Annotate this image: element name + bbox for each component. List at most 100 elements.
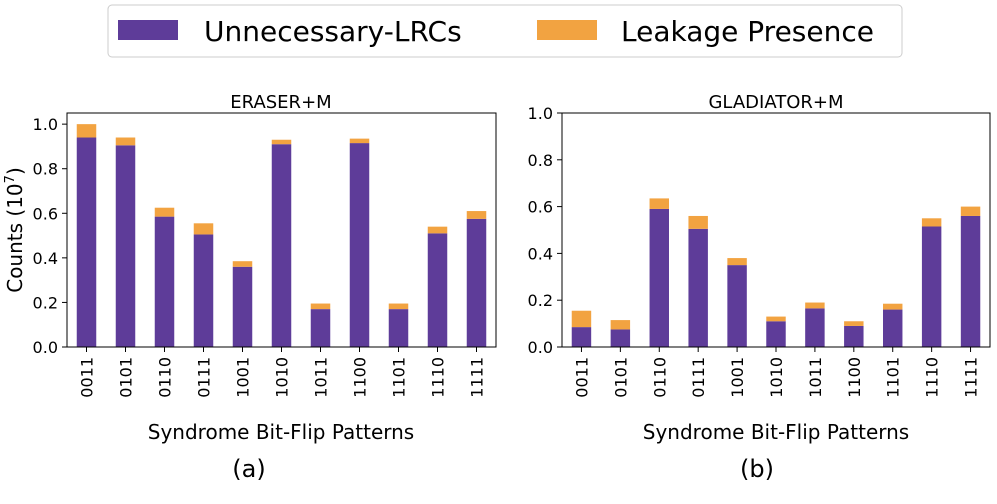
y-axis-label: Counts (107): [3, 167, 27, 293]
x-ticks-b: 0011 0101 0110 0111 1001 1010 1011 1100 1101 1110…: [572, 347, 981, 398]
bar-unnecessary-lrcs-1011: [310, 309, 331, 347]
bar-leakage-presence-1101: [388, 303, 409, 310]
bar-unnecessary-lrcs-1010: [271, 144, 292, 347]
y-tick-label: 0.4: [528, 244, 553, 263]
chart-title-b: GLADIATOR+M: [708, 92, 843, 113]
bar-leakage-presence-0111: [193, 223, 214, 235]
bar-leakage-presence-1010: [271, 139, 292, 145]
bar-leakage-presence-1111: [466, 211, 487, 219]
x-tick-label: 1101: [390, 357, 409, 398]
x-axis-label-a: Syndrome Bit-Flip Patterns: [148, 420, 414, 444]
bar-unnecessary-lrcs-0101: [610, 329, 631, 347]
bar-leakage-presence-1110: [427, 226, 448, 234]
bar-unnecessary-lrcs-0110: [649, 208, 669, 347]
x-tick-label: 1001: [234, 357, 253, 398]
y-tick-label: 0.6: [528, 198, 553, 217]
plot-frame-b: [561, 112, 991, 348]
chart-panel-a: ERASER+M Counts (107) Syndrome Bit-Flip …: [3, 92, 497, 483]
y-axis-label-exponent: 7: [3, 175, 18, 183]
y-tick-label: 0.0: [528, 338, 553, 357]
x-tick-label: 1111: [962, 357, 981, 398]
bar-leakage-presence-1001: [232, 261, 253, 267]
y-tick-label: 0.8: [33, 160, 58, 179]
x-tick-label: 1101: [884, 357, 903, 398]
bar-leakage-presence-1011: [310, 303, 331, 310]
y-tick-label: 0.0: [33, 338, 58, 357]
bar-unnecessary-lrcs-1110: [921, 226, 942, 347]
bar-leakage-presence-1100: [844, 321, 864, 326]
bar-leakage-presence-0011: [76, 124, 97, 138]
y-ticks-a: 0.0 0.2 0.4 0.6 0.8 1.0: [33, 115, 67, 357]
x-tick-label: 0101: [611, 357, 630, 398]
y-tick-label: 0.2: [33, 293, 58, 312]
bar-unnecessary-lrcs-1100: [844, 325, 864, 347]
x-tick-label: 0111: [689, 357, 708, 398]
chart-title-a: ERASER+M: [230, 92, 331, 113]
caption-b: (b): [740, 455, 774, 483]
y-tick-label: 1.0: [33, 115, 58, 134]
bar-leakage-presence-1111: [960, 206, 981, 216]
bar-unnecessary-lrcs-1011: [805, 308, 825, 347]
bar-unnecessary-lrcs-1001: [727, 265, 747, 347]
bar-leakage-presence-0110: [649, 198, 669, 209]
bar-leakage-presence-1011: [805, 302, 825, 309]
x-tick-label: 0111: [195, 357, 214, 398]
legend-label-unnecessary-lrcs: Unnecessary-LRCs: [204, 15, 462, 48]
bar-leakage-presence-0101: [610, 320, 631, 330]
bar-unnecessary-lrcs-1101: [388, 309, 409, 347]
y-tick-label: 0.4: [33, 249, 58, 268]
bar-leakage-presence-0101: [115, 137, 136, 146]
bar-unnecessary-lrcs-0110: [154, 216, 175, 347]
bar-unnecessary-lrcs-1010: [766, 321, 786, 347]
bar-leakage-presence-0110: [154, 207, 175, 217]
y-ticks-b: 0.0 0.2 0.4 0.6 0.8 1.0: [528, 104, 562, 357]
bar-unnecessary-lrcs-0011: [571, 327, 592, 347]
bar-unnecessary-lrcs-1111: [466, 218, 487, 347]
legend-frame: [107, 4, 903, 58]
x-ticks-a: 0011 0101 0110 0111 1001 1010 1011 1100 1101 1110…: [78, 347, 487, 398]
y-tick-label: 0.6: [33, 204, 58, 223]
x-tick-label: 1111: [468, 357, 487, 398]
x-tick-label: 1110: [429, 357, 448, 398]
x-tick-label: 0110: [156, 357, 175, 398]
x-tick-label: 1011: [312, 357, 331, 398]
x-tick-label: 1010: [273, 357, 292, 398]
x-tick-label: 0101: [117, 357, 136, 398]
x-tick-label: 1100: [351, 357, 370, 398]
chart-panel-b: GLADIATOR+M Syndrome Bit-Flip Patterns (…: [528, 92, 991, 483]
legend-label-leakage-presence: Leakage Presence: [621, 15, 874, 48]
y-tick-label: 1.0: [528, 104, 553, 123]
bar-leakage-presence-0011: [571, 310, 592, 328]
bar-leakage-presence-1101: [883, 303, 903, 310]
y-tick-label: 0.2: [528, 291, 553, 310]
y-axis-label-text: Counts (10: [3, 183, 27, 292]
bar-unnecessary-lrcs-0011: [76, 137, 97, 347]
bar-unnecessary-lrcs-0111: [688, 228, 708, 347]
bar-unnecessary-lrcs-0101: [115, 145, 136, 347]
x-tick-label: 1100: [845, 357, 864, 398]
bar-unnecessary-lrcs-1111: [960, 215, 981, 347]
x-tick-label: 1001: [728, 357, 747, 398]
bars-b: [571, 198, 981, 347]
y-axis-label-close: ): [3, 167, 27, 175]
bar-leakage-presence-1001: [727, 258, 747, 266]
x-tick-label: 1010: [767, 357, 786, 398]
bar-leakage-presence-1110: [921, 218, 942, 227]
x-tick-label: 0011: [78, 357, 97, 398]
bar-unnecessary-lrcs-1001: [232, 266, 253, 347]
bar-leakage-presence-0111: [688, 215, 708, 229]
bar-unnecessary-lrcs-0111: [193, 234, 214, 347]
x-tick-label: 0110: [650, 357, 669, 398]
bar-unnecessary-lrcs-1100: [349, 143, 370, 347]
bar-leakage-presence-1010: [766, 316, 786, 322]
bar-unnecessary-lrcs-1110: [427, 233, 448, 347]
legend-swatch-unnecessary-lrcs: [118, 20, 178, 40]
x-tick-label: 1110: [923, 357, 942, 398]
x-tick-label: 1011: [806, 357, 825, 398]
plot-frame-a: [66, 112, 497, 348]
y-tick-label: 0.8: [528, 151, 553, 170]
bar-leakage-presence-1100: [349, 138, 370, 144]
bars-a: [76, 124, 487, 347]
caption-a: (a): [232, 455, 265, 483]
